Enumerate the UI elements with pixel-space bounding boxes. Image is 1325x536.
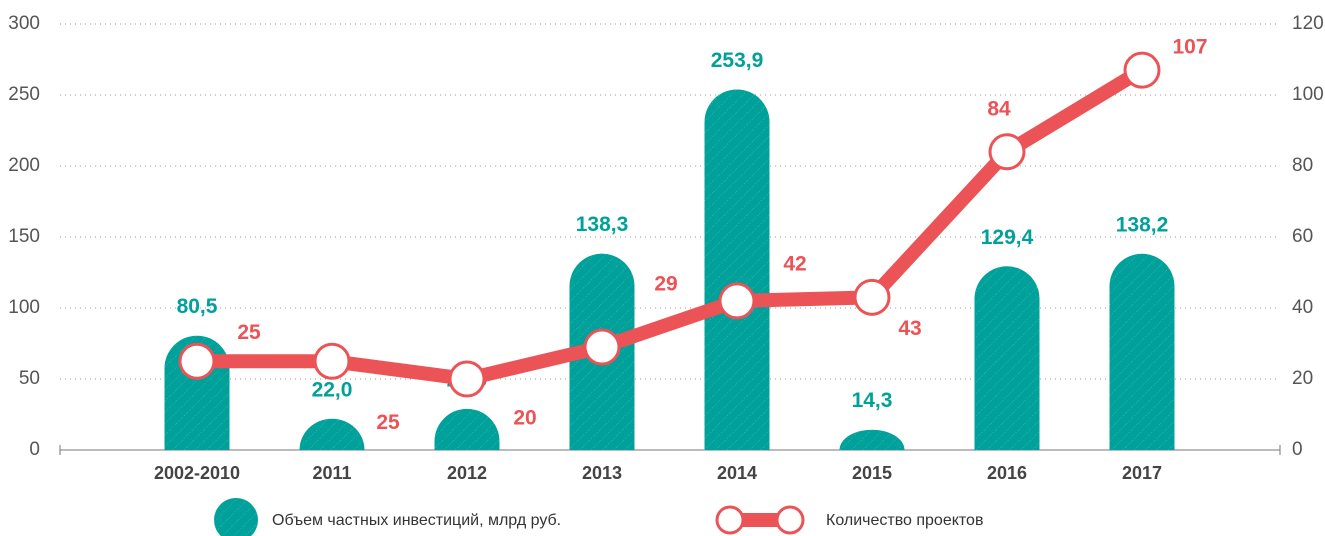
y2-tick-label: 120 — [1292, 13, 1324, 34]
y-tick-label: 200 — [8, 155, 40, 176]
y-tick-label: 300 — [8, 13, 40, 34]
line-value-label: 42 — [783, 252, 806, 275]
y2-tick-label: 20 — [1292, 368, 1313, 389]
x-tick-label: 2017 — [1122, 463, 1162, 483]
x-tick-label: 2016 — [987, 463, 1027, 483]
line-point — [583, 328, 621, 366]
bar-value-label: 138,3 — [576, 213, 629, 236]
bar-value-label: 22,0 — [312, 378, 353, 401]
y2-tick-label: 60 — [1292, 226, 1313, 247]
line-value-label: 25 — [376, 411, 400, 434]
line-point — [853, 278, 891, 316]
line-point — [1123, 51, 1161, 89]
y2-tick-label: 40 — [1292, 297, 1313, 318]
bar-hatch — [704, 89, 770, 450]
bar-hatch — [434, 408, 500, 450]
line-value-label: 84 — [987, 97, 1011, 120]
legend-swatch-point — [715, 505, 745, 535]
y2-tick-label: 100 — [1292, 84, 1324, 105]
bar-value-label: 138,2 — [1116, 213, 1169, 236]
line-value-label: 20 — [513, 407, 536, 430]
legend-swatch-point — [775, 505, 805, 535]
x-tick-label: 2002-2010 — [154, 463, 240, 483]
y-tick-label: 250 — [8, 84, 40, 105]
x-tick-label: 2011 — [312, 463, 351, 483]
bar-hatch — [299, 418, 365, 450]
bar-hatch — [839, 429, 905, 450]
legend-swatch-hatch — [214, 498, 258, 536]
line-value-label: 29 — [654, 273, 677, 296]
line-point — [313, 342, 351, 380]
line-point — [178, 342, 216, 380]
line-point — [718, 282, 756, 320]
y2-tick-label: 80 — [1292, 155, 1313, 176]
x-tick-label: 2013 — [582, 463, 622, 483]
bar-hatch — [1109, 253, 1175, 450]
y-tick-label: 150 — [8, 226, 40, 247]
bar-value-label: 14,3 — [852, 389, 893, 412]
line-value-label: 25 — [237, 321, 261, 344]
bar-hatch — [974, 266, 1040, 450]
y-tick-label: 100 — [8, 297, 40, 318]
bar-value-label: 253,9 — [711, 49, 764, 72]
legend-label: Объем частных инвестиций, млрд руб. — [272, 512, 561, 529]
x-tick-label: 2015 — [852, 463, 892, 483]
legend-label: Количество проектов — [826, 512, 983, 529]
y-tick-label: 50 — [19, 368, 40, 389]
line-point — [988, 133, 1026, 171]
y2-tick-label: 0 — [1292, 439, 1303, 460]
x-tick-label: 2012 — [447, 463, 487, 483]
line — [197, 64, 1146, 386]
y-tick-label: 0 — [29, 439, 40, 460]
line-point — [448, 360, 486, 398]
line-value-label: 43 — [898, 317, 921, 340]
x-tick-label: 2014 — [717, 463, 757, 483]
bar-value-label: 80,5 — [177, 295, 218, 318]
bar-value-label: 129,4 — [981, 226, 1034, 249]
line-value-label: 107 — [1172, 36, 1207, 59]
